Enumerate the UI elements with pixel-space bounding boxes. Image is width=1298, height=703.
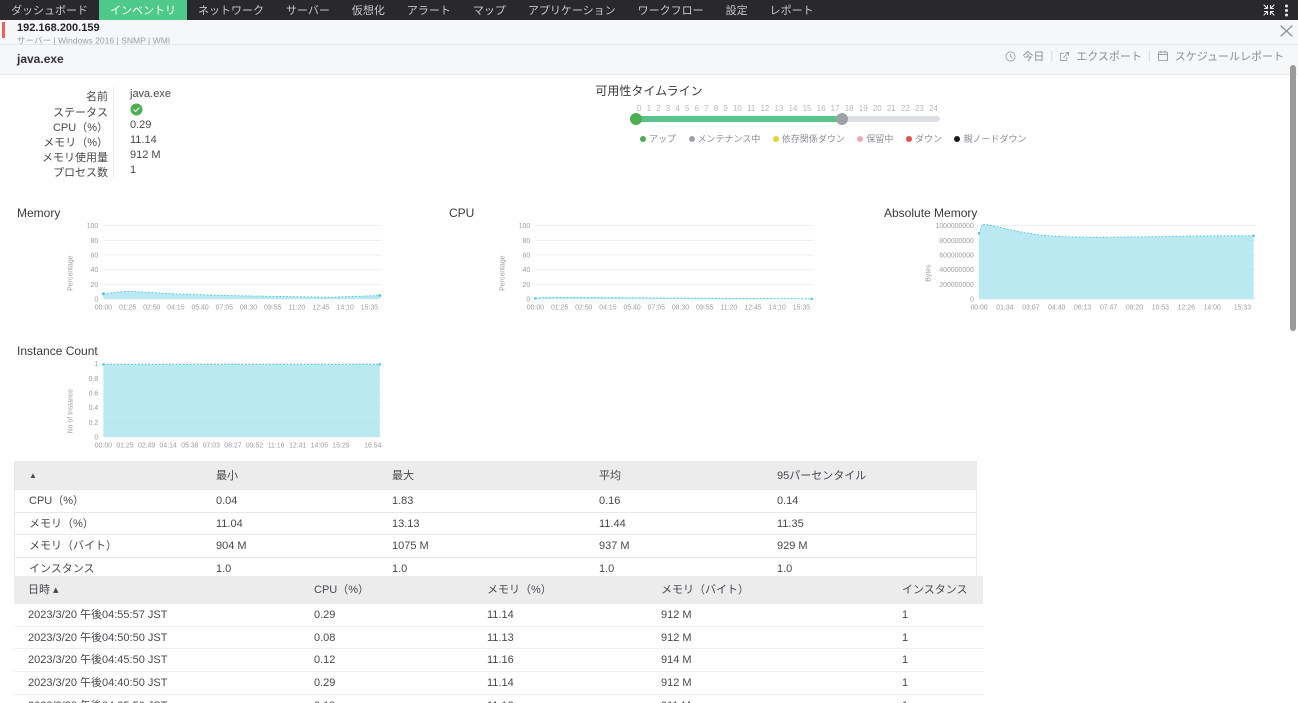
svg-text:0: 0 xyxy=(94,435,98,442)
svg-text:80: 80 xyxy=(523,238,531,245)
svg-text:01:25: 01:25 xyxy=(119,304,136,311)
svg-text:11:16: 11:16 xyxy=(268,442,285,449)
svg-text:01:34: 01:34 xyxy=(996,304,1013,311)
svg-text:11:20: 11:20 xyxy=(288,304,305,311)
svg-text:14:10: 14:10 xyxy=(337,304,354,311)
svg-text:09:52: 09:52 xyxy=(246,442,263,449)
svg-text:No of Instance: No of Instance xyxy=(67,389,74,434)
svg-text:08:30: 08:30 xyxy=(240,304,257,311)
svg-text:11:20: 11:20 xyxy=(720,304,737,311)
svg-text:07:05: 07:05 xyxy=(648,304,665,311)
svg-text:0: 0 xyxy=(94,297,98,304)
svg-text:00:00: 00:00 xyxy=(970,304,987,311)
svg-text:06:13: 06:13 xyxy=(1074,304,1091,311)
svg-text:07:05: 07:05 xyxy=(216,304,233,311)
svg-text:400000000: 400000000 xyxy=(939,267,974,274)
svg-text:20: 20 xyxy=(523,282,531,289)
svg-text:0.2: 0.2 xyxy=(89,420,99,427)
svg-text:15:33: 15:33 xyxy=(1234,304,1251,311)
svg-text:08:30: 08:30 xyxy=(672,304,689,311)
svg-text:07:47: 07:47 xyxy=(1100,304,1117,311)
svg-text:60: 60 xyxy=(91,253,99,260)
svg-text:200000000: 200000000 xyxy=(939,282,974,289)
svg-text:100: 100 xyxy=(519,223,531,230)
svg-text:12:45: 12:45 xyxy=(312,304,329,311)
svg-text:05:40: 05:40 xyxy=(191,304,208,311)
svg-text:20: 20 xyxy=(91,282,99,289)
svg-text:09:20: 09:20 xyxy=(1126,304,1143,311)
svg-text:800000000: 800000000 xyxy=(939,238,974,245)
svg-text:1000000000: 1000000000 xyxy=(936,223,974,230)
svg-text:01:25: 01:25 xyxy=(116,442,133,449)
svg-text:14:00: 14:00 xyxy=(1204,304,1221,311)
svg-text:14:10: 14:10 xyxy=(769,304,786,311)
svg-text:1: 1 xyxy=(94,361,98,368)
svg-text:01:25: 01:25 xyxy=(551,304,568,311)
svg-text:16:54: 16:54 xyxy=(364,442,381,449)
svg-text:0.4: 0.4 xyxy=(89,405,99,412)
svg-text:05:38: 05:38 xyxy=(181,442,198,449)
svg-text:Bytes: Bytes xyxy=(926,264,933,282)
svg-text:Percentage: Percentage xyxy=(67,255,74,290)
svg-text:02:49: 02:49 xyxy=(138,442,155,449)
svg-text:02:50: 02:50 xyxy=(575,304,592,311)
svg-text:04:14: 04:14 xyxy=(160,442,177,449)
svg-text:08:27: 08:27 xyxy=(224,442,241,449)
svg-text:60: 60 xyxy=(523,253,531,260)
svg-text:0: 0 xyxy=(970,297,974,304)
svg-text:0.8: 0.8 xyxy=(89,376,99,383)
svg-text:0: 0 xyxy=(526,297,530,304)
svg-text:09:55: 09:55 xyxy=(696,304,713,311)
svg-text:12:41: 12:41 xyxy=(289,442,306,449)
svg-text:03:07: 03:07 xyxy=(1022,304,1039,311)
svg-text:10:53: 10:53 xyxy=(1152,304,1169,311)
svg-text:40: 40 xyxy=(523,267,531,274)
svg-text:80: 80 xyxy=(91,238,99,245)
svg-text:12:45: 12:45 xyxy=(744,304,761,311)
svg-text:15:35: 15:35 xyxy=(793,304,810,311)
svg-text:09:55: 09:55 xyxy=(264,304,281,311)
svg-text:14:05: 14:05 xyxy=(311,442,328,449)
svg-text:600000000: 600000000 xyxy=(939,253,974,260)
svg-text:02:50: 02:50 xyxy=(143,304,160,311)
svg-text:15:29: 15:29 xyxy=(332,442,349,449)
svg-text:15:35: 15:35 xyxy=(361,304,378,311)
svg-text:04:40: 04:40 xyxy=(1048,304,1065,311)
svg-text:40: 40 xyxy=(91,267,99,274)
svg-text:00:00: 00:00 xyxy=(95,304,112,311)
svg-text:00:00: 00:00 xyxy=(527,304,544,311)
svg-text:07:03: 07:03 xyxy=(203,442,220,449)
svg-text:04:15: 04:15 xyxy=(167,304,184,311)
svg-text:05:40: 05:40 xyxy=(623,304,640,311)
svg-text:04:15: 04:15 xyxy=(599,304,616,311)
svg-text:00:00: 00:00 xyxy=(95,442,112,449)
svg-text:0.6: 0.6 xyxy=(89,391,99,398)
svg-text:12:26: 12:26 xyxy=(1178,304,1195,311)
svg-text:Percentage: Percentage xyxy=(499,255,506,290)
svg-text:100: 100 xyxy=(87,223,99,230)
